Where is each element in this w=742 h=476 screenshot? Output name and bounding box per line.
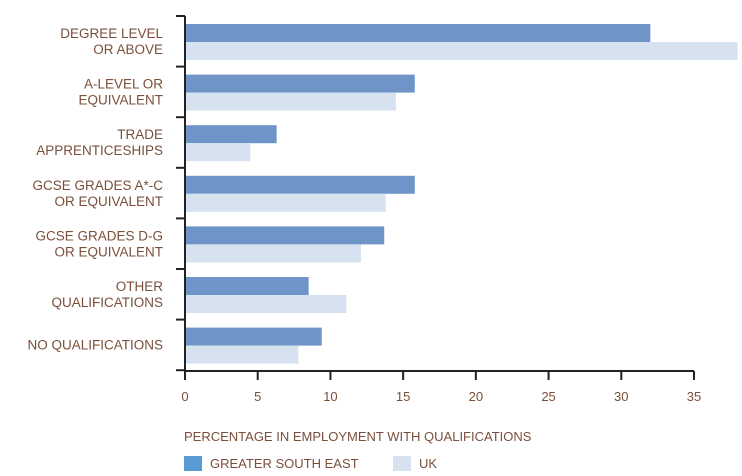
bar-uk-no-qualifications: [185, 345, 299, 364]
bar-greater-south-east-gcse-grades-d-g-or-equivalent: [185, 226, 385, 245]
bar-uk-other-qualifications: [185, 295, 347, 313]
category-label-trade-apprenticeships: TRADE APPRENTICESHIPS: [36, 127, 163, 158]
category-label-degree-level-or-above: DEGREE LEVEL OR ABOVE: [60, 26, 163, 57]
bars-group: [185, 24, 738, 364]
category-label-no-qualifications: NO QUALIFICATIONS: [27, 338, 163, 353]
x-tick-label-30: 30: [614, 389, 628, 404]
legend-swatch-greater-south-east: [184, 456, 202, 471]
bar-uk-a-level-or-equivalent: [185, 92, 396, 111]
bar-greater-south-east-degree-level-or-above: [185, 24, 651, 42]
x-tick-label-35: 35: [687, 389, 701, 404]
legend-label-uk: UK: [419, 456, 437, 471]
bar-greater-south-east-other-qualifications: [185, 277, 309, 295]
x-tick-label-5: 5: [254, 389, 261, 404]
category-label-a-level-or-equivalent: A-LEVEL OR EQUIVALENT: [78, 77, 163, 108]
bar-greater-south-east-no-qualifications: [185, 327, 322, 346]
bar-greater-south-east-trade-apprenticeships: [185, 125, 277, 144]
category-label-gcse-grades-a-c-or-equivalent: GCSE GRADES A*-C OR EQUIVALENT: [32, 178, 163, 209]
bar-uk-gcse-grades-d-g-or-equivalent: [185, 244, 361, 263]
bar-uk-degree-level-or-above: [185, 42, 738, 60]
axes-group: [176, 15, 694, 372]
x-tick-label-25: 25: [541, 389, 555, 404]
x-tick-label-15: 15: [396, 389, 410, 404]
legend: GREATER SOUTH EAST UK: [184, 456, 437, 471]
category-label-gcse-grades-d-g-or-equivalent: GCSE GRADES D-G OR EQUIVALENT: [35, 228, 163, 259]
category-labels-group: DEGREE LEVEL OR ABOVE A-LEVEL OR EQUIVALENT…: [27, 26, 163, 353]
x-tick-label-0: 0: [181, 389, 188, 404]
bar-uk-trade-apprenticeships: [185, 143, 251, 162]
legend-label-greater-south-east: GREATER SOUTH EAST: [210, 456, 359, 471]
x-axis-label: PERCENTAGE IN EMPLOYMENT WITH QUALIFICAT…: [184, 429, 532, 444]
bar-uk-gcse-grades-a-c-or-equivalent: [185, 193, 386, 212]
bar-greater-south-east-gcse-grades-a-c-or-equivalent: [185, 175, 415, 194]
x-ticks-group: 0 5 10 15 20 25 30 35: [181, 371, 701, 404]
x-tick-label-10: 10: [323, 389, 337, 404]
legend-swatch-uk: [393, 456, 411, 471]
bar-greater-south-east-a-level-or-equivalent: [185, 74, 415, 93]
x-tick-label-20: 20: [469, 389, 483, 404]
category-label-other-qualifications: OTHER QUALIFICATIONS: [51, 279, 163, 310]
